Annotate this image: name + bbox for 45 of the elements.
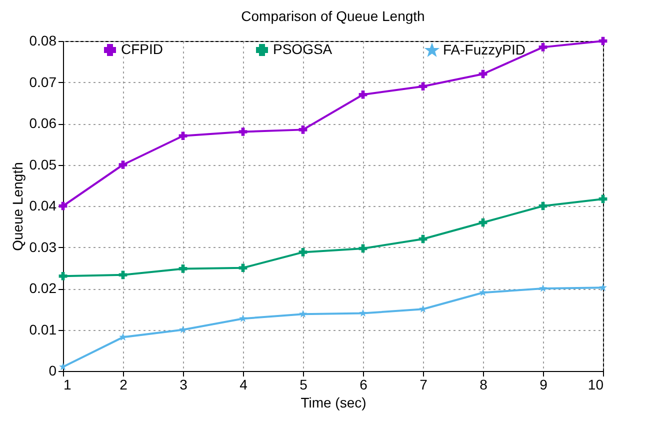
point [359, 309, 367, 317]
point [599, 283, 607, 292]
y-tick-label: 0.06 [29, 115, 57, 131]
point [238, 264, 248, 272]
point [118, 270, 128, 280]
y-tick-label: 0.03 [29, 238, 57, 255]
point [118, 160, 128, 169]
legend-label: CFPID [121, 41, 163, 57]
legend-label: FA-FuzzyPID [443, 41, 526, 58]
y-tick-label: 0.05 [29, 156, 57, 172]
y-tick-label: 0.02 [29, 280, 57, 296]
x-tick-label: 10 [588, 376, 604, 392]
point [239, 314, 247, 322]
point [178, 132, 188, 140]
x-tick-label: 2 [120, 376, 128, 392]
y-tick-label: 0.01 [29, 321, 57, 338]
point [179, 326, 187, 334]
x-tick-label: 7 [420, 376, 428, 392]
point [299, 310, 307, 318]
point [58, 272, 68, 280]
x-tick-label: 5 [300, 376, 308, 392]
x-tick-label: 8 [480, 376, 488, 392]
point [539, 284, 547, 292]
legend-label: PSOGSA [273, 41, 333, 57]
point [538, 43, 548, 52]
y-tick-label: 0.08 [29, 32, 57, 48]
y-tick-label: 0.07 [29, 74, 57, 90]
y-axis-title: Queue Length [9, 162, 26, 251]
x-tick-label: 9 [540, 376, 548, 392]
point [358, 90, 368, 99]
point [298, 126, 308, 134]
point [119, 332, 127, 341]
point [418, 82, 428, 91]
x-tick-label: 4 [240, 376, 248, 392]
x-axis-title: Time (sec) [300, 394, 366, 410]
point [298, 248, 308, 256]
point [178, 264, 188, 273]
x-tick-label: 6 [360, 376, 368, 392]
point [238, 128, 248, 136]
chart-title: Comparison of Queue Length [241, 8, 425, 24]
x-tick-label: 3 [180, 376, 188, 392]
y-tick-label: 0 [48, 362, 57, 378]
x-tick-label: 1 [64, 376, 72, 392]
point [479, 288, 487, 296]
y-tick-label: 0.04 [29, 198, 57, 214]
